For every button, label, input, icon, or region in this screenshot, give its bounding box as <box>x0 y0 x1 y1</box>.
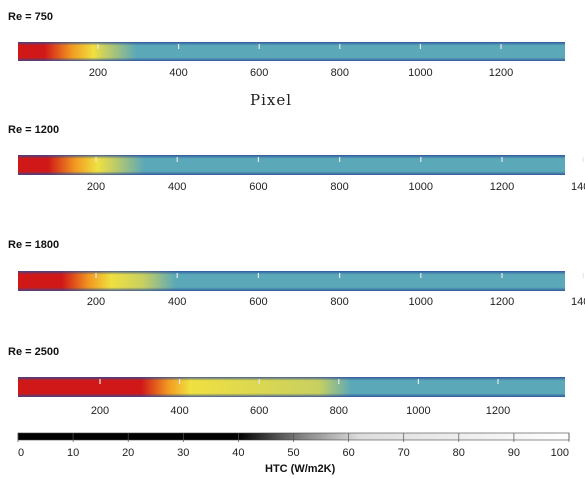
colorbar-tick-label: 20 <box>122 447 134 459</box>
x-tick-label: 800 <box>330 181 348 193</box>
colorbar-tick-label: 60 <box>342 447 354 459</box>
colorbar-tick-label: 100 <box>551 447 569 459</box>
colorbar-tick-labels: 0 10 20 30 40 50 60 70 80 90 100 <box>17 433 570 459</box>
x-tick-labels: 200 400 600 800 1000 1200 1400 <box>87 296 585 308</box>
x-tick-label: 600 <box>249 296 267 308</box>
x-tick-label: 600 <box>249 181 267 193</box>
x-tick-label: 1200 <box>489 67 513 79</box>
heatmap-strip-edges <box>18 155 565 175</box>
x-tick-label: 1000 <box>409 296 433 308</box>
x-tick-labels: 200 400 600 800 1000 1200 <box>91 405 510 417</box>
panel-label: Re = 750 <box>8 11 53 23</box>
panel-label: Re = 1200 <box>8 124 59 136</box>
x-tick-labels: 200 400 600 800 1000 1200 1400 <box>87 181 585 193</box>
panel-re-1800: Re = 1800 200 400 600 800 1000 1200 1400 <box>8 239 585 308</box>
colorbar-tick-label: 50 <box>287 447 299 459</box>
x-tick-labels: 200 400 600 800 1000 1200 <box>89 67 513 79</box>
colorbar-tick-label: 0 <box>18 447 24 459</box>
x-tick-label: 200 <box>89 67 107 79</box>
heatmap-strip-edges <box>18 42 565 61</box>
x-tick-label: 400 <box>168 181 186 193</box>
x-tick-label: 200 <box>87 296 105 308</box>
colorbar-tick-label: 90 <box>508 447 520 459</box>
colorbar-tick-label: 10 <box>67 447 79 459</box>
colorbar-tick-label: 70 <box>398 447 410 459</box>
heatmap-strip-edges <box>18 377 565 397</box>
colorbar-label: HTC (W/m2K) <box>265 463 336 475</box>
x-tick-label: 1000 <box>406 405 430 417</box>
x-tick-label: 1400 <box>571 296 585 308</box>
x-tick-label: 600 <box>250 405 268 417</box>
x-tick-label: 200 <box>87 181 105 193</box>
x-tick-label: 1200 <box>490 296 514 308</box>
heatmap-strip-edges <box>18 271 565 291</box>
x-tick-label: 1200 <box>490 181 514 193</box>
x-tick-label: 400 <box>168 296 186 308</box>
x-axis-label: Pixel <box>250 91 292 109</box>
x-tick-label: 400 <box>170 405 188 417</box>
colorbar-tick-label: 40 <box>232 447 244 459</box>
colorbar: 0 10 20 30 40 50 60 70 80 90 100 HTC (W/m2K) <box>17 432 570 475</box>
x-tick-label: 600 <box>250 67 268 79</box>
panel-re-1200: Re = 1200 200 400 600 800 1000 1200 1400 <box>8 124 585 193</box>
x-tick-label: 800 <box>330 405 348 417</box>
x-tick-label: 800 <box>330 296 348 308</box>
x-tick-label: 1000 <box>409 181 433 193</box>
panel-label: Re = 2500 <box>8 346 59 358</box>
x-tick-label: 400 <box>169 67 187 79</box>
panel-re-2500: Re = 2500 200 400 600 800 1000 1200 <box>8 346 565 417</box>
x-tick-label: 200 <box>91 405 109 417</box>
colorbar-tick-label: 30 <box>177 447 189 459</box>
panel-re-750: Re = 750 200 400 600 800 1000 1200 Pixel <box>8 11 565 109</box>
panel-label: Re = 1800 <box>8 239 59 251</box>
x-tick-label: 1400 <box>571 181 585 193</box>
x-tick-label: 1200 <box>486 405 510 417</box>
x-tick-label: 1000 <box>408 67 432 79</box>
x-tick-label: 800 <box>331 67 349 79</box>
colorbar-tick-label: 80 <box>453 447 465 459</box>
